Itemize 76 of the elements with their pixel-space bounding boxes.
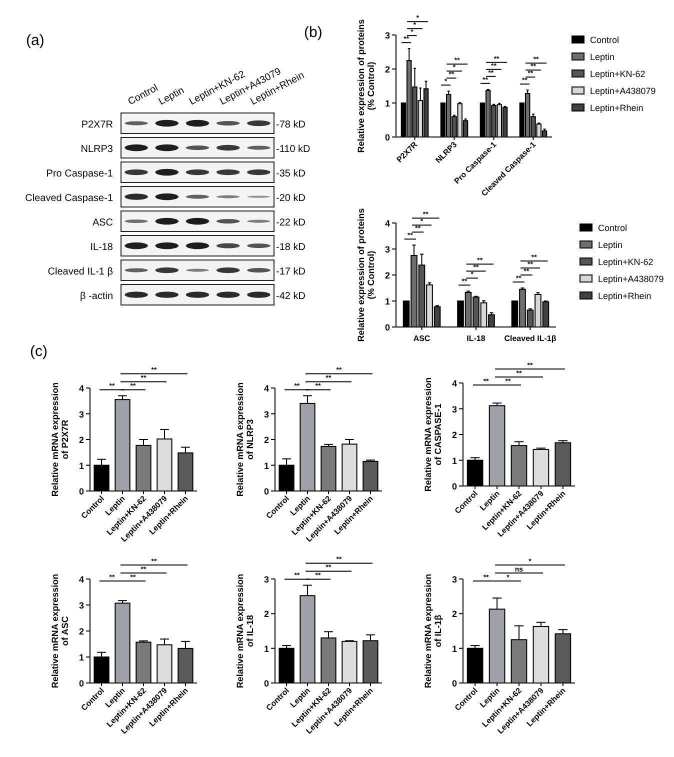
category-label: β -actin [80, 290, 113, 302]
category-label: -42 kD [276, 290, 306, 302]
y-tick-label: 0 [384, 322, 390, 332]
legend-label: Leptin+Rhein [590, 103, 644, 113]
y-tick-label: 4 [384, 218, 390, 228]
y-tick-label: 0 [264, 486, 269, 496]
y-tick-label: 4 [78, 384, 84, 394]
text: (a) [26, 32, 44, 49]
y-tick-label: 4 [264, 384, 269, 394]
legend-label: Leptin [590, 52, 615, 62]
y-tick-label: 3 [384, 244, 390, 254]
category-label: Cleaved IL-1 β [48, 266, 113, 278]
y-tick-label: 3 [78, 409, 84, 420]
category-label: -18 kD [276, 242, 306, 253]
y-tick-label: 3 [452, 404, 457, 414]
y-tick-label: 2 [384, 270, 390, 280]
y-tick-label: 1 [264, 644, 269, 654]
y-tick-label: 1 [264, 460, 269, 471]
y-tick-label: 1 [384, 98, 390, 108]
y-tick-label: 1 [384, 296, 390, 306]
y-axis-title: Relative mRNA expression of NLRP3 [235, 382, 255, 497]
y-tick-label: 3 [384, 30, 390, 40]
y-tick-label: 3 [452, 574, 457, 584]
y-tick-label: 0 [78, 486, 84, 496]
y-axis-title: Relative mRNA expression of IL-1β [423, 574, 443, 688]
y-tick-label: 2 [452, 430, 457, 440]
category-label: P2X7R [81, 119, 113, 130]
chart-title: (c) [30, 343, 48, 360]
y-tick-label: 0 [78, 678, 84, 688]
y-tick-label: 1 [452, 644, 457, 654]
x-tick-label: Cleaved IL-1β [504, 334, 556, 343]
y-tick-label: 0 [452, 678, 457, 688]
y-tick-label: 4 [452, 378, 457, 388]
y-axis-title: Relative mRNA expression of CASPASE-1 [423, 377, 443, 492]
y-axis-title: Relative mRNA expression of P2X7R [50, 382, 70, 497]
category-label: -22 kD [276, 217, 306, 228]
x-tick-label: ASC [413, 334, 430, 343]
y-tick-label: 1 [78, 652, 84, 662]
y-tick-label: 2 [384, 64, 390, 74]
y-tick-label: 0 [452, 482, 457, 492]
y-axis-title: Relative mRNA expression of IL-18 [235, 574, 255, 688]
legend-label: Leptin [598, 240, 623, 250]
y-axis-title: Relative expression of proteins (% Control) [356, 19, 376, 153]
y-axis-title: Relative mRNA expression of ASC [50, 574, 70, 688]
category-label: -20 kD [276, 192, 306, 204]
category-label: -78 kD [276, 119, 306, 130]
legend-label: Control [590, 35, 620, 45]
category-label: Cleaved Caspase-1 [25, 192, 113, 204]
category-label: -35 kD [276, 168, 306, 180]
y-tick-label: 1 [78, 460, 84, 471]
y-tick-label: 0 [384, 132, 390, 142]
chart-title: (b) [304, 24, 322, 41]
y-tick-label: 0 [264, 678, 269, 688]
category-label: -110 kD [276, 144, 310, 155]
y-tick-label: 4 [78, 574, 84, 584]
legend-label: Leptin+Rhein [598, 291, 652, 301]
x-tick-label: IL-18 [466, 334, 486, 343]
y-tick-label: 1 [452, 456, 457, 466]
y-tick-label: 2 [264, 609, 269, 620]
legend-label: Leptin+KN-62 [598, 257, 654, 267]
category-label: -17 kD [276, 266, 306, 278]
y-tick-label: 3 [78, 600, 84, 610]
legend-label: Leptin+A438079 [598, 274, 664, 284]
legend-label: Leptin+A438079 [590, 86, 656, 96]
category-label: ASC [92, 217, 113, 228]
category-label: IL-18 [90, 242, 113, 253]
y-axis-title: Relative expression of proteins (% Control) [356, 208, 376, 342]
y-tick-label: 3 [264, 574, 269, 584]
y-tick-label: 2 [78, 626, 84, 636]
legend-label: Leptin+KN-62 [590, 69, 646, 79]
y-tick-label: 2 [264, 435, 269, 445]
category-label: Leptin [157, 85, 186, 108]
y-tick-label: 2 [452, 609, 457, 620]
legend-label: Control [598, 223, 628, 233]
y-tick-label: 2 [78, 435, 84, 445]
y-tick-label: 3 [264, 409, 269, 420]
